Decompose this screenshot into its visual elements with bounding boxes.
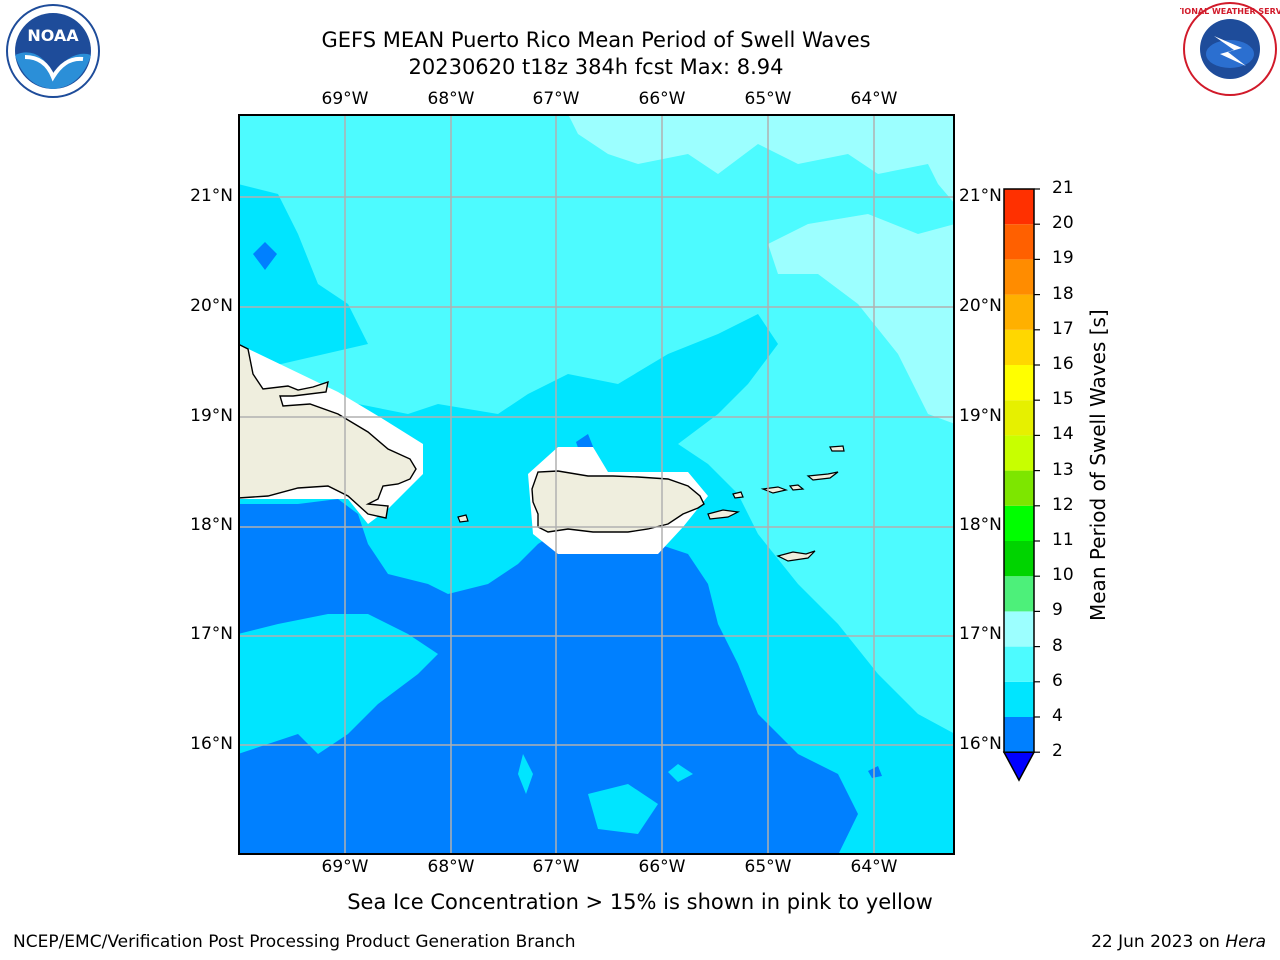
colorbar-tick-label: 17 [1052, 318, 1074, 339]
colorbar-band [1004, 646, 1034, 682]
map-gridlines [238, 114, 955, 855]
map-frame [238, 114, 955, 855]
colorbar-band [1004, 681, 1034, 717]
island-st-john [788, 484, 805, 491]
colorbar-tick-label: 18 [1052, 283, 1074, 304]
lon-label-bottom-65w: 65°W [744, 857, 792, 877]
colorbar-band [1004, 470, 1034, 506]
colorbar-band [1004, 717, 1034, 753]
chart-subtitle: 20230620 t18z 384h fcst Max: 8.94 [408, 55, 784, 79]
lon-label-top-69w: 69°W [321, 89, 369, 109]
lon-label-bottom-67w: 67°W [532, 857, 580, 877]
island-vieques [707, 509, 741, 520]
lon-label-top-68w: 68°W [427, 89, 475, 109]
lon-label-bottom-64w: 64°W [850, 857, 898, 877]
colorbar-band [1004, 329, 1034, 365]
colorbar-tick-label: 15 [1052, 389, 1074, 410]
lon-label-top-65w: 65°W [744, 89, 792, 109]
lat-label-left-16n: 16°N [190, 734, 233, 754]
colorbar-label: Mean Period of Swell Waves [s] [1086, 309, 1110, 621]
colorbar-band [1004, 400, 1034, 436]
map-panel [238, 114, 955, 855]
footer-date: 22 Jun 2023 on Hera [1060, 932, 1266, 952]
lat-label-right-19n: 19°N [959, 406, 1002, 426]
colorbar-band [1004, 611, 1034, 647]
island-anegada [829, 445, 845, 452]
lat-label-left-19n: 19°N [190, 406, 233, 426]
land-puerto-rico [531, 470, 705, 533]
colorbar [1002, 188, 1040, 782]
lon-label-top-64w: 64°W [850, 89, 898, 109]
colorbar-tick-label: 14 [1052, 424, 1074, 445]
swell-8-9-north [568, 114, 955, 204]
colorbar-tick-label: 8 [1052, 635, 1063, 656]
swell-8-9-east [768, 214, 955, 424]
swell-8-9-patch [786, 124, 813, 159]
swell-dot-3 [868, 766, 882, 778]
colorbar-tick-label: 11 [1052, 530, 1074, 550]
colorbar-band [1004, 365, 1034, 401]
colorbar-tick-label: 16 [1052, 354, 1074, 374]
lat-label-left-18n: 18°N [190, 515, 233, 535]
lat-label-right-16n: 16°N [959, 734, 1002, 754]
lon-label-bottom-69w: 69°W [321, 857, 369, 877]
nws-logo: NATIONAL WEATHER SERVICE [1180, 2, 1280, 96]
colorbar-band [1004, 294, 1034, 330]
colorbar-tick-label: 9 [1052, 600, 1063, 621]
lat-label-left-20n: 20°N [190, 296, 233, 316]
island-mona [457, 514, 469, 523]
sea-ice-note: Sea Ice Concentration > 15% is shown in … [347, 890, 933, 914]
colorbar-tick-label: 6 [1052, 670, 1063, 691]
colorbar-tick-label: 10 [1052, 565, 1074, 586]
swell-4-6-southwest [238, 734, 358, 814]
colorbar-band [1004, 541, 1034, 577]
island-tortola [806, 471, 839, 481]
noaa-logo: NOAA [6, 4, 100, 98]
lat-label-right-18n: 18°N [959, 515, 1002, 535]
lat-label-left-21n: 21°N [190, 186, 233, 206]
lat-label-right-20n: 20°N [959, 296, 1002, 316]
noaa-logo-text: NOAA [27, 26, 79, 45]
colorbar-tick-label: 20 [1052, 213, 1074, 234]
colorbar-tick-label: 12 [1052, 494, 1074, 515]
swell-patch-3 [668, 764, 693, 782]
colorbar-band [1004, 505, 1034, 541]
colorbar-band [1004, 435, 1034, 471]
lat-label-right-21n: 21°N [959, 186, 1002, 206]
lon-label-top-66w: 66°W [638, 89, 686, 109]
lat-label-left-17n: 17°N [190, 624, 233, 644]
colorbar-tick-label: 4 [1052, 706, 1063, 726]
chart-title: GEFS MEAN Puerto Rico Mean Period of Swe… [321, 28, 871, 52]
footer-machine: Hera [1225, 932, 1266, 952]
lat-label-right-17n: 17°N [959, 624, 1002, 644]
swell-dot-1 [253, 242, 277, 270]
colorbar-tick-label: 13 [1052, 459, 1074, 480]
colorbar-tick-label: 19 [1052, 248, 1074, 269]
nws-logo-text: NATIONAL WEATHER SERVICE [1180, 7, 1280, 16]
swell-6-7-west [238, 184, 368, 374]
colorbar-band [1004, 224, 1034, 260]
swell-4-6-region [238, 499, 858, 855]
swell-patch-1 [518, 754, 533, 794]
land-hispaniola [238, 343, 417, 519]
colorbar-band [1004, 189, 1034, 225]
lon-label-bottom-66w: 66°W [638, 857, 686, 877]
colorbar-extend-arrow [1002, 751, 1036, 782]
island-culebra [732, 491, 744, 499]
lon-label-bottom-68w: 68°W [427, 857, 475, 877]
island-st-croix [776, 550, 816, 562]
footer-credit: NCEP/EMC/Verification Post Processing Pr… [13, 932, 576, 952]
colorbar-tick-label: 21 [1052, 178, 1074, 198]
colorbar-band [1004, 576, 1034, 612]
colorbar-band [1004, 259, 1034, 295]
swell-patch-2 [588, 784, 658, 834]
footer-date-text: 22 Jun 2023 on [1091, 932, 1220, 952]
colorbar-tick-label: 2 [1052, 741, 1063, 762]
lon-label-top-67w: 67°W [532, 89, 580, 109]
